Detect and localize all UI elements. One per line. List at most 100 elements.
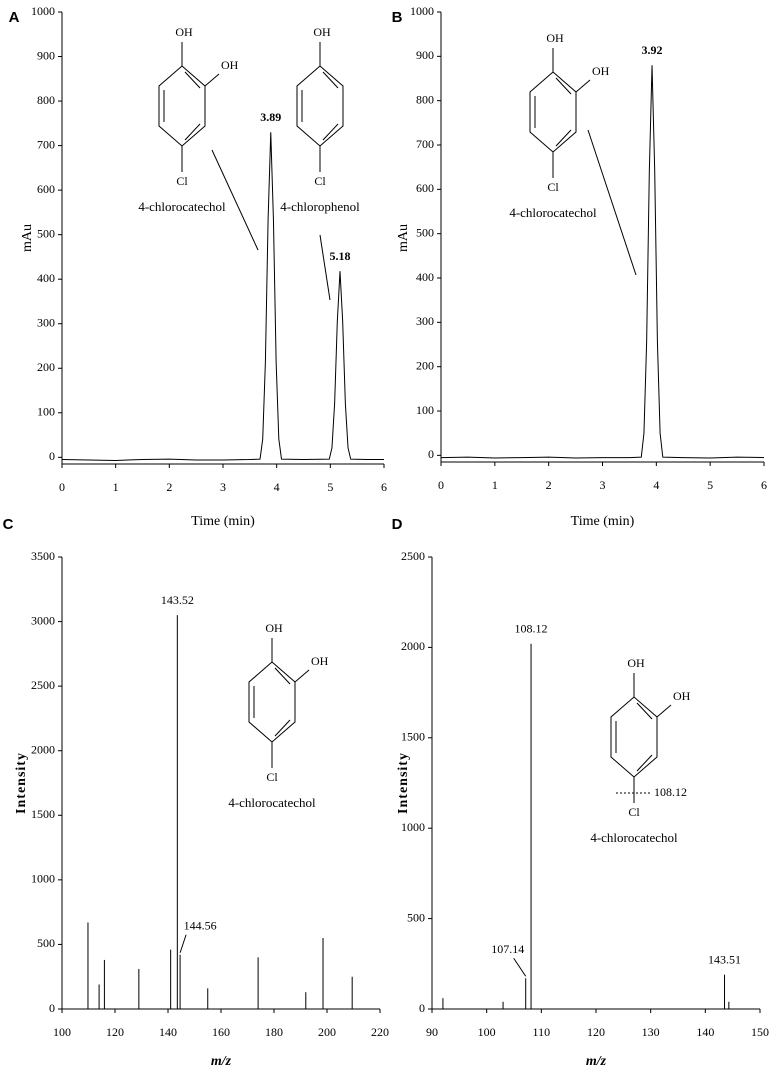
double-bond [555,77,572,95]
y-tick-label: 200 [37,360,55,374]
pointer-line [211,149,259,251]
atom-label: Cl [314,174,326,188]
peak-label: 143.51 [708,952,741,966]
y-tick-label: 500 [407,910,425,924]
y-tick-label: 300 [416,314,434,328]
x-tick-label: 140 [696,1025,714,1039]
benzene-ring [248,661,296,743]
chromatogram-line [61,132,384,461]
y-tick-label: 0 [419,1001,425,1015]
y-tick-label: 1000 [31,872,55,886]
compound-name: 4-chlorocatechol [509,205,597,220]
x-tick-label: 1 [492,478,498,492]
chromatogram-line [440,65,765,459]
y-tick-label: 2000 [401,639,425,653]
x-tick-label: 0 [438,478,444,492]
y-tick-label: 400 [37,271,55,285]
y-tick-label: 700 [416,137,434,151]
peak-label: 144.56 [184,919,217,933]
bond [656,704,672,718]
x-tick-label: 100 [478,1025,496,1039]
panel-letter: A [9,9,20,26]
y-tick-label: 1000 [31,4,55,18]
x-tick-label: 6 [381,480,387,494]
pointer-line [587,129,637,276]
atom-label: OH [265,621,283,635]
y-axis-label: Intensity [396,752,411,814]
y-axis-label: Intensity [14,752,29,814]
peak-label: 3.89 [260,110,281,124]
x-tick-label: 1 [113,480,119,494]
x-tick-label: 0 [59,480,65,494]
double-bond [274,667,291,685]
panel-letter: C [3,516,14,533]
y-tick-label: 2500 [31,678,55,692]
y-tick-label: 600 [37,182,55,196]
x-tick-label: 120 [587,1025,605,1039]
x-tick-label: 2 [166,480,172,494]
y-tick-label: 1000 [410,4,434,18]
atom-label: Cl [176,174,188,188]
x-tick-label: 140 [159,1025,177,1039]
fragment-label: 108.12 [654,785,687,799]
x-tick-label: 220 [371,1025,389,1039]
y-tick-label: 3000 [31,613,55,627]
x-tick-label: 100 [53,1025,71,1039]
double-bond [636,754,653,772]
x-tick-label: 120 [106,1025,124,1039]
benzene-ring [529,71,577,153]
atom-label: Cl [266,770,278,784]
pointer-line [319,234,331,301]
atom-label: Cl [547,180,559,194]
x-tick-label: 5 [707,478,713,492]
x-tick-label: 5 [327,480,333,494]
y-tick-label: 800 [416,92,434,106]
atom-label: OH [546,31,564,45]
bond [294,669,310,683]
y-tick-label: 500 [416,225,434,239]
y-tick-label: 100 [37,405,55,419]
y-tick-label: 500 [37,936,55,950]
double-bond [555,129,572,147]
x-tick-label: 110 [533,1025,551,1039]
double-bond [184,123,201,141]
x-axis-label: m/z [211,1054,232,1069]
x-tick-label: 160 [212,1025,230,1039]
bond [575,79,591,93]
atom-label: OH [175,25,193,39]
benzene-ring [610,696,658,778]
x-axis-label: Time (min) [571,514,635,529]
y-tick-label: 600 [416,181,434,195]
y-axis-label: mAu [20,224,35,252]
peak-label: 143.52 [161,593,194,607]
x-tick-label: 90 [426,1025,438,1039]
y-tick-label: 500 [37,226,55,240]
x-tick-label: 3 [220,480,226,494]
y-tick-label: 3500 [31,549,55,563]
y-tick-label: 0 [49,449,55,463]
leader-line [179,934,187,953]
panel-letter: B [392,9,403,26]
x-axis-label: Time (min) [191,514,255,529]
x-tick-label: 130 [642,1025,660,1039]
y-tick-label: 200 [416,358,434,372]
x-tick-label: 2 [546,478,552,492]
benzene-ring [296,65,344,147]
compound-name: 4-chlorocatechol [228,795,316,810]
double-bond [322,123,339,141]
bond [204,73,220,87]
y-tick-label: 1500 [401,730,425,744]
y-tick-label: 300 [37,315,55,329]
y-tick-label: 700 [37,137,55,151]
y-tick-label: 0 [428,447,434,461]
peak-label: 3.92 [642,43,663,57]
atom-label: OH [673,689,691,703]
x-tick-label: 180 [265,1025,283,1039]
compound-name: 4-chlorocatechol [590,830,678,845]
x-tick-label: 200 [318,1025,336,1039]
y-tick-label: 100 [416,403,434,417]
atom-label: OH [313,25,331,39]
leader-line [513,957,527,977]
x-axis-label: m/z [586,1054,607,1069]
